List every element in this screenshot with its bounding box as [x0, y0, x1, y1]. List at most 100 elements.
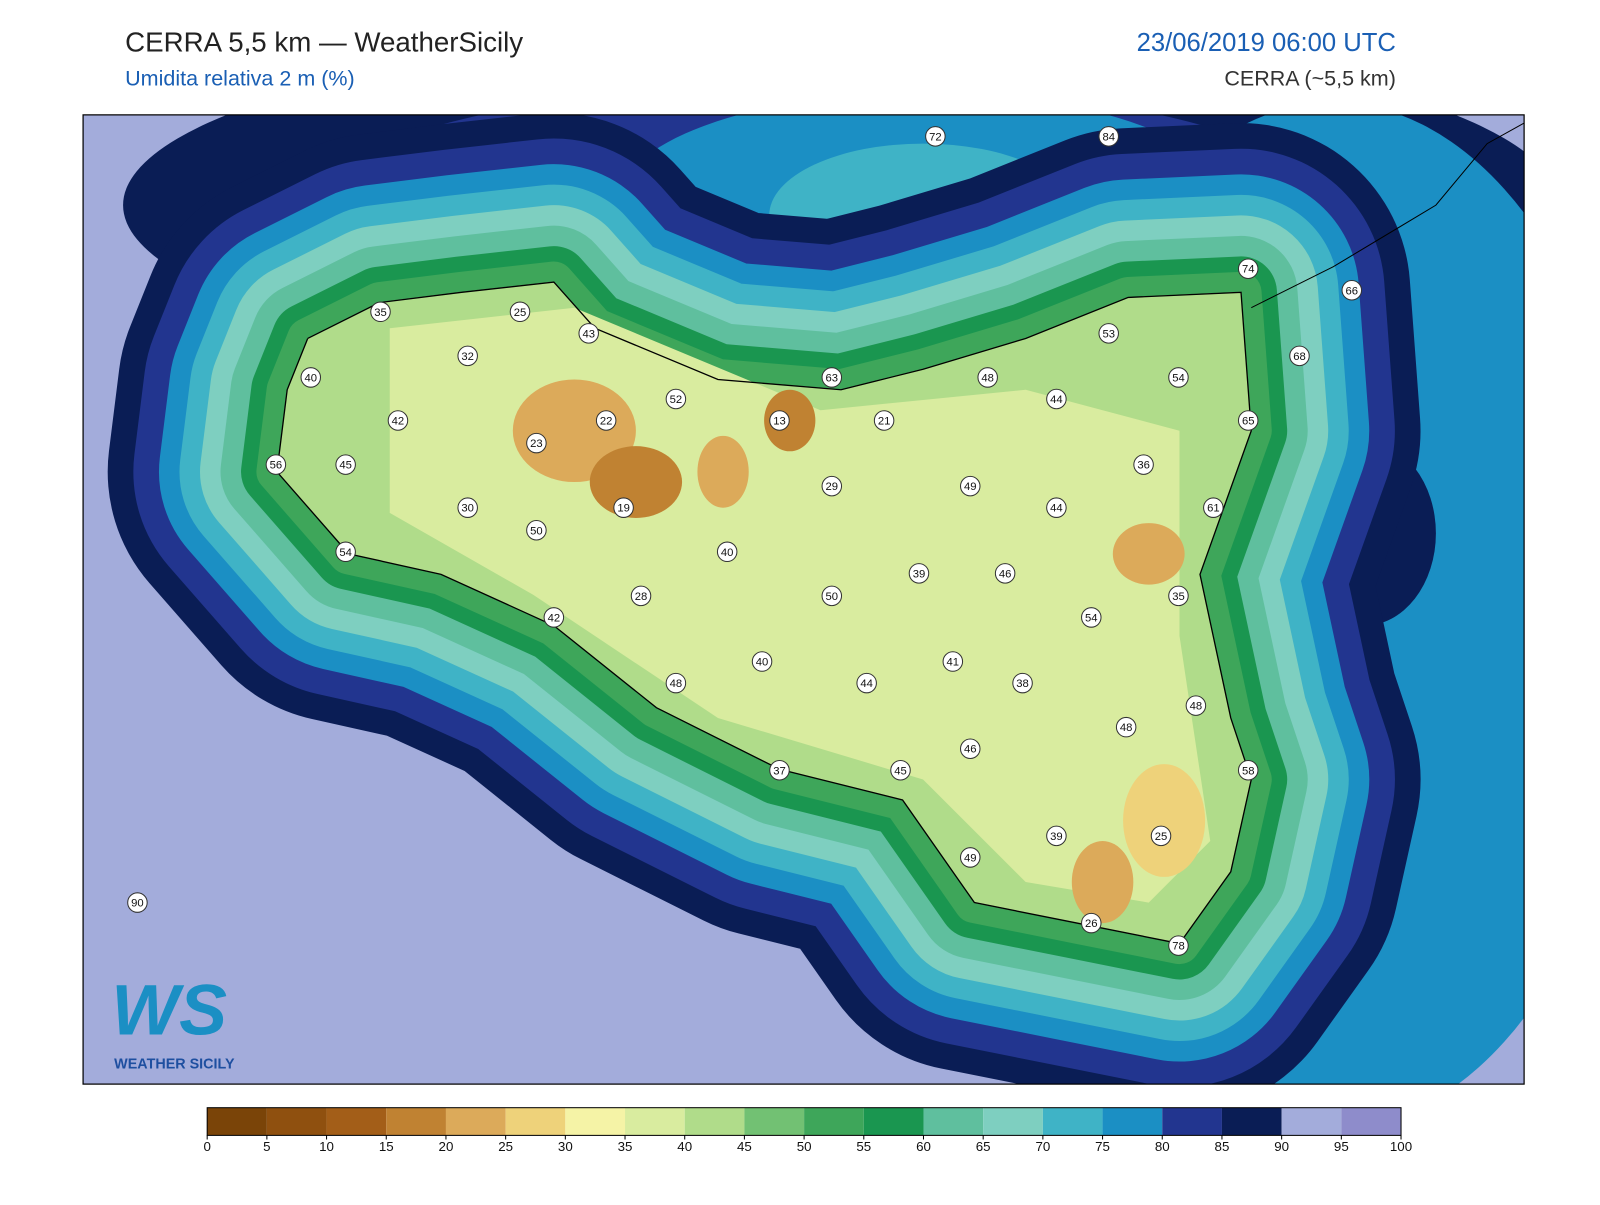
colorbar-swatch — [1281, 1107, 1342, 1136]
station-marker — [1237, 410, 1259, 431]
station-value: 54 — [339, 547, 352, 559]
station-value: 45 — [894, 765, 907, 777]
station-marker — [1341, 279, 1363, 301]
station-value: 19 — [617, 503, 630, 515]
map-frame — [82, 114, 1525, 1085]
colorbar-swatch — [804, 1107, 864, 1136]
colorbar-swatch — [863, 1107, 924, 1136]
station-value: 35 — [374, 307, 387, 319]
station-value: 26 — [1085, 918, 1098, 930]
station-marker — [127, 892, 148, 913]
station-marker — [1081, 607, 1102, 628]
colorbar-tick-label: 50 — [797, 1139, 812, 1154]
station-marker — [370, 301, 391, 323]
colorbar-swatch — [1162, 1107, 1222, 1136]
station-marker — [526, 432, 547, 454]
station-value: 66 — [1346, 285, 1359, 297]
source: CERRA (~5,5 km) — [1224, 67, 1396, 91]
station-marker — [856, 672, 877, 694]
station-value: 58 — [1242, 765, 1255, 777]
station-marker — [1133, 454, 1154, 475]
colorbar-swatch — [923, 1107, 984, 1136]
station-value: 84 — [1102, 131, 1115, 143]
colorbar-swatch — [565, 1107, 626, 1136]
station-marker — [265, 454, 287, 475]
station-marker — [526, 519, 547, 541]
station-value: 40 — [721, 547, 734, 559]
colorbar-tick-label: 45 — [737, 1139, 752, 1154]
station-marker — [1046, 825, 1067, 847]
station-marker — [595, 410, 617, 431]
colorbar-tick-label: 35 — [618, 1139, 633, 1154]
station-value: 38 — [1016, 678, 1029, 690]
station-marker — [1046, 497, 1067, 518]
station-marker — [821, 475, 843, 497]
station-marker — [300, 367, 322, 388]
station-marker — [1237, 759, 1259, 781]
station-value: 35 — [1172, 591, 1185, 603]
station-value: 53 — [1102, 328, 1115, 340]
station-value: 23 — [530, 438, 543, 450]
station-value: 42 — [548, 612, 561, 624]
colorbar-swatch — [684, 1107, 745, 1136]
station-value: 44 — [1050, 394, 1063, 406]
colorbar-tick-label: 10 — [319, 1139, 334, 1154]
colorbar-swatch — [1221, 1107, 1282, 1136]
station-value: 29 — [826, 481, 839, 493]
colorbar-swatch — [207, 1107, 267, 1136]
station-marker — [630, 585, 652, 607]
station-value: 40 — [756, 657, 769, 669]
station-marker — [751, 651, 773, 672]
station-marker — [1203, 497, 1224, 518]
station-value: 49 — [964, 852, 977, 864]
station-value: 54 — [1172, 372, 1185, 384]
colorbar-swatch — [744, 1107, 805, 1136]
station-value: 44 — [860, 678, 873, 690]
station-marker — [1046, 388, 1067, 410]
station-value: 13 — [773, 416, 786, 428]
station-value: 63 — [826, 372, 839, 384]
station-marker — [942, 651, 964, 672]
station-value: 48 — [1190, 701, 1203, 713]
date: 23/06/2019 06:00 UTC — [1137, 29, 1396, 57]
colorbar-swatch — [445, 1107, 506, 1136]
colorbar-tick-label: 20 — [439, 1139, 454, 1154]
station-value: 49 — [964, 481, 977, 493]
station-marker — [1115, 716, 1137, 738]
station-value: 42 — [392, 416, 405, 428]
station-marker — [925, 126, 946, 147]
station-marker — [769, 410, 790, 431]
station-value: 43 — [582, 328, 595, 340]
title: CERRA 5,5 km — WeatherSicily — [125, 26, 523, 57]
colorbar-tick-label: 60 — [916, 1139, 931, 1154]
station-value: 48 — [1120, 722, 1133, 734]
colorbar-tick-label: 95 — [1334, 1139, 1349, 1154]
colorbar-tick-label: 25 — [498, 1139, 513, 1154]
station-value: 90 — [131, 898, 144, 910]
colorbar-tick-label: 15 — [379, 1139, 394, 1154]
station-marker — [890, 759, 911, 781]
colorbar-swatch — [386, 1107, 446, 1136]
colorbar-swatch — [1042, 1107, 1103, 1136]
station-value: 25 — [1155, 831, 1168, 843]
colorbar-tick-label: 40 — [677, 1139, 692, 1154]
station-value: 54 — [1085, 612, 1098, 624]
station-marker — [1237, 258, 1259, 279]
colorbar-tick-label: 70 — [1035, 1139, 1050, 1154]
colorbar-tick-label: 80 — [1155, 1139, 1170, 1154]
station-marker — [1185, 695, 1207, 716]
colorbar-swatch — [505, 1107, 566, 1136]
colorbar-swatch — [625, 1107, 685, 1136]
station-marker — [1168, 367, 1189, 388]
station-value: 45 — [339, 460, 352, 472]
colorbar-tick-label: 85 — [1215, 1139, 1230, 1154]
station-marker — [335, 541, 356, 563]
station-marker — [716, 541, 738, 563]
station-value: 30 — [461, 503, 474, 515]
station-value: 68 — [1293, 351, 1306, 363]
colorbar-swatch — [266, 1107, 327, 1136]
station-value: 39 — [1050, 831, 1063, 843]
station-marker — [873, 410, 895, 431]
colorbar-tick-label: 65 — [976, 1139, 991, 1154]
